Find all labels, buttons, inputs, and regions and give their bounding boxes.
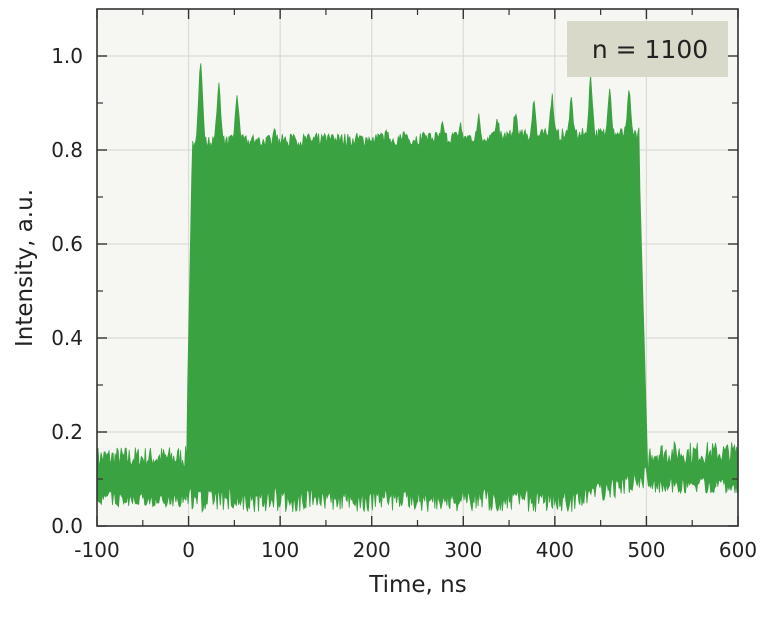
y-tick-label: 1.0: [51, 44, 83, 68]
x-tick-label: -100: [74, 538, 119, 562]
y-tick-label: 0.4: [51, 326, 83, 350]
x-tick-label: 0: [182, 538, 195, 562]
y-tick-label: 0.8: [51, 138, 83, 162]
y-tick-label: 0.0: [51, 514, 83, 538]
y-tick-labels: 0.0 0.2 0.4 0.6 0.8 1.0: [51, 44, 83, 538]
x-tick-labels: -100 0 100 200 300 400 500 600: [74, 538, 757, 562]
legend-text: n = 1100: [592, 35, 708, 64]
x-tick-label: 400: [536, 538, 574, 562]
x-axis-title: Time, ns: [368, 572, 466, 598]
y-tick-label: 0.2: [51, 420, 83, 444]
x-tick-label: 300: [444, 538, 482, 562]
x-tick-label: 600: [719, 538, 757, 562]
legend: n = 1100: [567, 21, 728, 77]
legend-box: [567, 21, 728, 77]
x-tick-label: 200: [353, 538, 391, 562]
x-tick-label: 100: [261, 538, 299, 562]
y-axis-title: Intensity, a.u.: [12, 189, 38, 347]
y-tick-label: 0.6: [51, 232, 83, 256]
x-tick-label: 500: [627, 538, 665, 562]
plot-frame: [96, 8, 739, 527]
